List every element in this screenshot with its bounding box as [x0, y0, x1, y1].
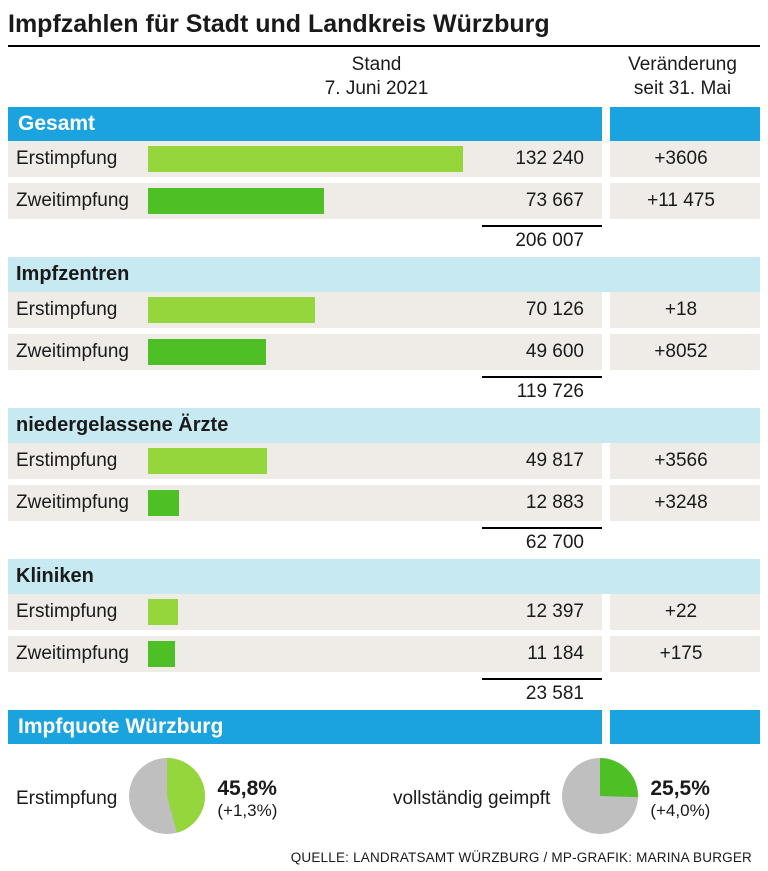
quota-full-label: vollständig geimpft [393, 788, 550, 810]
quota-first-dose: Erstimpfung 45,8% (+1,3%) [16, 758, 393, 840]
quota-row: Erstimpfung 45,8% (+1,3%) vollständig ge… [8, 744, 760, 848]
row-change: +175 [610, 636, 760, 672]
main-title: Impfzahlen für Stadt und Landkreis Würzb… [8, 10, 760, 47]
bar-area [148, 594, 482, 630]
bar [148, 641, 175, 667]
row-value: 11 184 [482, 636, 602, 672]
total-row: 62 700 [8, 527, 760, 559]
row-label: Zweitimpfung [8, 334, 148, 370]
row-change: +8052 [610, 334, 760, 370]
section-header: Gesamt [8, 107, 760, 141]
row-value: 12 883 [482, 485, 602, 521]
data-row: Erstimpfung 49 817+3566 [8, 443, 760, 479]
pie-full [562, 758, 638, 840]
row-label: Erstimpfung [8, 443, 148, 479]
bar [148, 297, 315, 323]
quota-first-pct: 45,8% [217, 777, 277, 801]
row-label: Erstimpfung [8, 292, 148, 328]
bar-area [148, 292, 482, 328]
section-total: 206 007 [482, 225, 602, 252]
row-label: Erstimpfung [8, 594, 148, 630]
row-value: 49 600 [482, 334, 602, 370]
row-value: 70 126 [482, 292, 602, 328]
total-row: 206 007 [8, 225, 760, 257]
row-label: Zweitimpfung [8, 183, 148, 219]
row-change: +3606 [610, 141, 760, 177]
bar [148, 599, 178, 625]
row-label: Erstimpfung [8, 141, 148, 177]
bar-area [148, 636, 482, 672]
bar-area [148, 183, 482, 219]
bar [148, 339, 266, 365]
infographic-container: Impfzahlen für Stadt und Landkreis Würzb… [0, 0, 768, 871]
total-row: 119 726 [8, 376, 760, 408]
bar-area [148, 443, 482, 479]
data-row: Erstimpfung 132 240+3606 [8, 141, 760, 177]
source-credit: QUELLE: LANDRATSAMT WÜRZBURG / MP-GRAFIK… [8, 848, 760, 865]
data-row: Zweitimpfung 12 883+3248 [8, 485, 760, 521]
quota-full-pct: 25,5% [650, 777, 710, 801]
data-row: Zweitimpfung 11 184+175 [8, 636, 760, 672]
bar [148, 448, 267, 474]
row-value: 49 817 [482, 443, 602, 479]
section-total: 23 581 [482, 678, 602, 705]
total-row: 23 581 [8, 678, 760, 710]
data-row: Zweitimpfung 49 600+8052 [8, 334, 760, 370]
row-change: +11 475 [610, 183, 760, 219]
section-total: 119 726 [482, 376, 602, 403]
quota-full-delta: (+4,0%) [650, 801, 710, 821]
row-change: +3566 [610, 443, 760, 479]
section-subheader: Kliniken [8, 559, 760, 594]
bar-area [148, 334, 482, 370]
column-headers: Stand 7. Juni 2021 Veränderung seit 31. … [8, 47, 760, 107]
quota-header-label: Impfquote Würzburg [8, 710, 602, 744]
bar [148, 146, 463, 172]
row-label: Zweitimpfung [8, 636, 148, 672]
bar [148, 490, 179, 516]
row-value: 73 667 [482, 183, 602, 219]
stand-date: 7. Juni 2021 [148, 77, 605, 101]
quota-header: Impfquote Würzburg [8, 710, 760, 744]
quota-first-delta: (+1,3%) [217, 801, 277, 821]
data-row: Zweitimpfung 73 667+11 475 [8, 183, 760, 219]
pie-first-dose [129, 758, 205, 840]
change-label-1: Veränderung [605, 53, 760, 77]
section-title: Gesamt [8, 107, 602, 141]
row-change: +22 [610, 594, 760, 630]
bar-area [148, 141, 482, 177]
row-value: 12 397 [482, 594, 602, 630]
quota-full: vollständig geimpft 25,5% (+4,0%) [393, 758, 752, 840]
section-total: 62 700 [482, 527, 602, 554]
stand-label: Stand [148, 53, 605, 77]
quota-first-label: Erstimpfung [16, 788, 117, 810]
sections-list: GesamtErstimpfung132 240+3606Zweitimpfun… [8, 107, 760, 710]
row-label: Zweitimpfung [8, 485, 148, 521]
bar [148, 188, 324, 214]
section-subheader: niedergelassene Ärzte [8, 408, 760, 443]
data-row: Erstimpfung 12 397+22 [8, 594, 760, 630]
section-subheader: Impfzentren [8, 257, 760, 292]
data-row: Erstimpfung 70 126+18 [8, 292, 760, 328]
row-change: +18 [610, 292, 760, 328]
row-value: 132 240 [482, 141, 602, 177]
bar-area [148, 485, 482, 521]
row-change: +3248 [610, 485, 760, 521]
change-label-2: seit 31. Mai [605, 77, 760, 101]
